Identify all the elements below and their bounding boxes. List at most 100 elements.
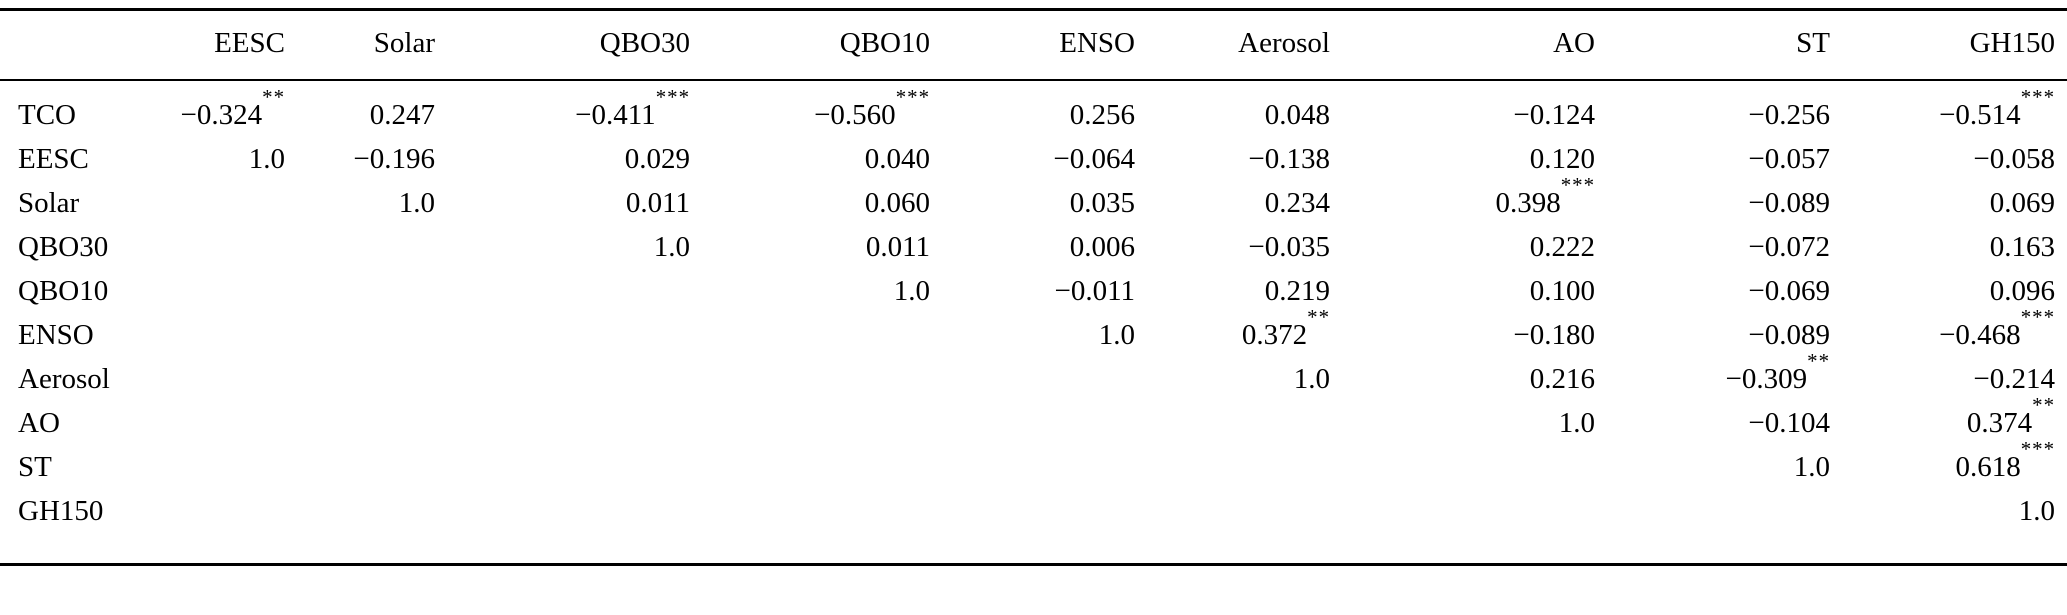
- table-cell: [940, 357, 1145, 401]
- table-cell: −0.011: [1054, 274, 1135, 307]
- table-cell: 0.120: [1529, 142, 1595, 175]
- table-cell: −0.124: [1513, 98, 1595, 131]
- correlation-table-container: EESC Solar QBO30 QBO10 ENSO Aerosol AO ST GH150 …: [0, 8, 2067, 566]
- table-cell: 0.372**: [1241, 305, 1330, 351]
- column-header: GH150: [1840, 11, 2067, 81]
- table-cell: −0.324**: [180, 85, 285, 131]
- table-cell: 1.0: [893, 274, 930, 307]
- row-label: ST: [18, 450, 52, 483]
- table-cell: 0.247: [369, 98, 435, 131]
- table-cell: [175, 489, 295, 533]
- table-row: TCO −0.324** 0.247 −0.411*** −0.560*** 0.256 0…: [0, 80, 2067, 137]
- table-cell: −0.468***: [1939, 305, 2055, 351]
- row-label: ENSO: [18, 318, 94, 351]
- table-cell: 0.069: [1989, 186, 2055, 219]
- table-cell: [1145, 401, 1340, 445]
- header-row: EESC Solar QBO30 QBO10 ENSO Aerosol AO ST GH150: [0, 11, 2067, 81]
- row-label: QBO10: [18, 274, 109, 307]
- table-row: AO 1.0 −0.104 0.374**: [0, 393, 2067, 445]
- correlation-table: EESC Solar QBO30 QBO10 ENSO Aerosol AO ST GH150 …: [0, 11, 2067, 533]
- table-cell: −0.180: [1513, 318, 1595, 351]
- table-cell: [175, 313, 295, 357]
- column-header: ST: [1605, 11, 1840, 81]
- table-cell: 0.011: [865, 230, 930, 263]
- table-cell: −0.214: [1973, 362, 2055, 395]
- table-cell: −0.196: [353, 142, 435, 175]
- table-cell: [1145, 445, 1340, 489]
- table-cell: [295, 445, 445, 489]
- table-cell: 0.006: [1069, 230, 1135, 263]
- column-header: Solar: [295, 11, 445, 81]
- table-cell: [445, 269, 700, 313]
- table-row: Solar 1.0 0.011 0.060 0.035 0.234 0.398*** −0.0…: [0, 173, 2067, 225]
- table-cell: [940, 489, 1145, 533]
- significance-stars: ***: [1560, 173, 1595, 198]
- table-cell: [700, 489, 940, 533]
- significance-stars: ***: [2020, 85, 2055, 110]
- table-row: QBO30 1.0 0.011 0.006 −0.035 0.222 −0.072 0.163: [0, 225, 2067, 269]
- table-cell: [445, 401, 700, 445]
- table-header: EESC Solar QBO30 QBO10 ENSO Aerosol AO ST GH150: [0, 11, 2067, 81]
- significance-stars: **: [1307, 305, 1330, 330]
- table-cell: [175, 269, 295, 313]
- table-cell: [295, 225, 445, 269]
- table-cell: [295, 401, 445, 445]
- table-cell: −0.514***: [1939, 85, 2055, 131]
- table-cell: [175, 357, 295, 401]
- table-cell: [175, 401, 295, 445]
- table-cell: 0.398***: [1495, 173, 1595, 219]
- table-cell: 0.096: [1989, 274, 2055, 307]
- column-header: EESC: [175, 11, 295, 81]
- row-label: AO: [18, 406, 60, 439]
- table-cell: −0.035: [1248, 230, 1330, 263]
- table-cell: [445, 489, 700, 533]
- table-body: TCO −0.324** 0.247 −0.411*** −0.560*** 0.256 0…: [0, 80, 2067, 533]
- table-row: ST 1.0 0.618***: [0, 437, 2067, 489]
- table-cell: 1.0: [653, 230, 690, 263]
- table-cell: 1.0: [1293, 362, 1330, 395]
- table-cell: [700, 313, 940, 357]
- table-cell: −0.560***: [814, 85, 930, 131]
- column-header: QBO30: [445, 11, 700, 81]
- row-label: Solar: [18, 186, 80, 219]
- table-cell: 0.011: [625, 186, 690, 219]
- table-cell: 0.618***: [1955, 437, 2055, 483]
- table-cell: −0.411***: [575, 85, 690, 131]
- table-cell: 0.256: [1069, 98, 1135, 131]
- table-cell: 0.219: [1264, 274, 1330, 307]
- corner-cell: [0, 11, 175, 81]
- table-cell: [1605, 489, 1840, 533]
- table-cell: 0.374**: [1966, 393, 2055, 439]
- significance-stars: **: [2032, 393, 2055, 418]
- table-cell: 1.0: [1793, 450, 1830, 483]
- table-cell: 1.0: [248, 142, 285, 175]
- column-header: Aerosol: [1145, 11, 1340, 81]
- table-cell: 0.048: [1264, 98, 1330, 131]
- table-cell: [700, 357, 940, 401]
- significance-stars: **: [1807, 349, 1830, 374]
- table-cell: −0.064: [1053, 142, 1135, 175]
- table-cell: [1340, 489, 1605, 533]
- table-cell: [175, 181, 295, 225]
- table-cell: 1.0: [398, 186, 435, 219]
- row-label: Aerosol: [18, 362, 110, 395]
- table-cell: [445, 357, 700, 401]
- table-row: ENSO 1.0 0.372** −0.180 −0.089 −0.468***: [0, 305, 2067, 357]
- significance-stars: ***: [655, 85, 690, 110]
- table-cell: [175, 445, 295, 489]
- table-cell: [445, 445, 700, 489]
- table-cell: −0.104: [1748, 406, 1830, 439]
- table-row: Aerosol 1.0 0.216 −0.309** −0.214: [0, 351, 2067, 401]
- table-cell: −0.058: [1973, 142, 2055, 175]
- significance-stars: ***: [895, 85, 930, 110]
- table-cell: [295, 269, 445, 313]
- table-cell: 0.060: [864, 186, 930, 219]
- table-cell: 0.029: [624, 142, 690, 175]
- table-cell: −0.256: [1748, 98, 1830, 131]
- row-label: GH150: [18, 494, 104, 527]
- table-cell: 1.0: [1098, 318, 1135, 351]
- table-cell: −0.138: [1248, 142, 1330, 175]
- table-cell: −0.069: [1748, 274, 1830, 307]
- column-header: AO: [1340, 11, 1605, 81]
- significance-stars: ***: [2020, 305, 2055, 330]
